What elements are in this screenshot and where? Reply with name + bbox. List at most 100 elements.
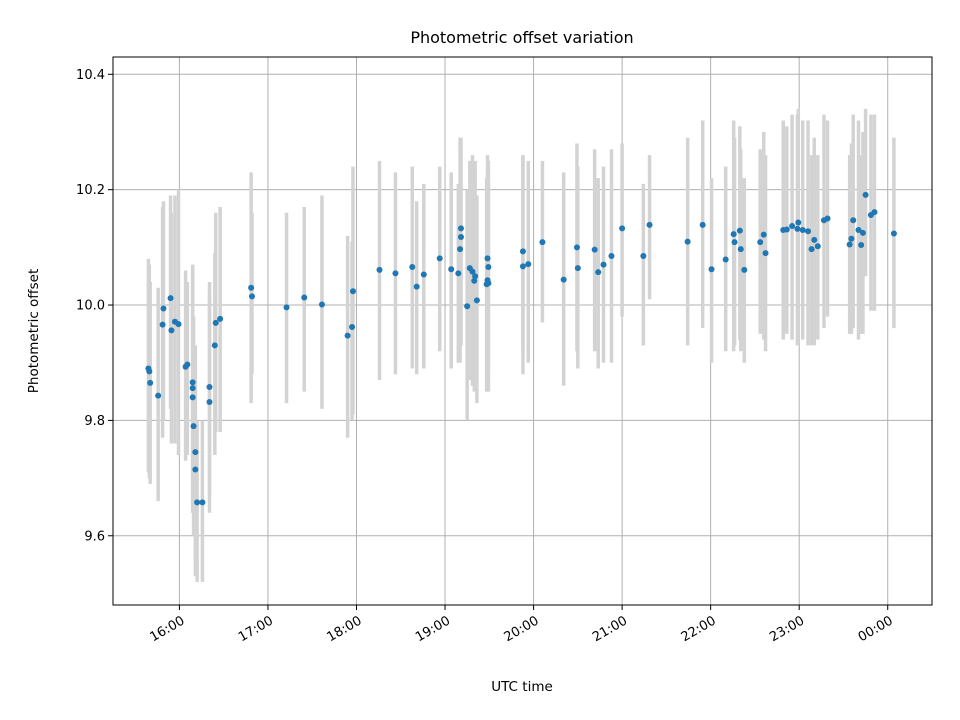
- data-point: [808, 246, 815, 253]
- data-point: [471, 277, 478, 284]
- data-point: [147, 379, 154, 386]
- data-point: [824, 215, 831, 222]
- data-point: [855, 227, 862, 234]
- data-point: [212, 319, 219, 326]
- data-point: [194, 499, 201, 506]
- y-tick-label: 9.6: [84, 529, 105, 544]
- data-point: [160, 305, 167, 312]
- data-point: [890, 230, 897, 237]
- data-point: [318, 301, 325, 308]
- data-point: [155, 392, 162, 399]
- y-axis-label: Photometric offset: [26, 269, 42, 393]
- data-point: [420, 271, 427, 278]
- data-point: [457, 233, 464, 240]
- data-point: [814, 243, 821, 250]
- data-point: [684, 238, 691, 245]
- data-point: [736, 227, 743, 234]
- data-point: [519, 248, 526, 255]
- y-tick-label: 10.0: [76, 299, 105, 314]
- data-point: [730, 231, 737, 238]
- data-point: [741, 266, 748, 273]
- data-point: [199, 499, 206, 506]
- data-point: [794, 225, 801, 232]
- data-point: [591, 246, 598, 253]
- data-point: [457, 225, 464, 232]
- data-point: [484, 255, 491, 262]
- data-point: [573, 244, 580, 251]
- data-point: [376, 266, 383, 273]
- data-point: [619, 225, 626, 232]
- data-point: [248, 284, 255, 291]
- data-point: [850, 217, 857, 224]
- data-point: [206, 383, 213, 390]
- data-point: [301, 294, 308, 301]
- data-point: [167, 295, 174, 302]
- data-point: [799, 227, 806, 234]
- data-point: [560, 276, 567, 283]
- data-point: [539, 239, 546, 246]
- data-point: [184, 361, 191, 368]
- data-point: [189, 379, 196, 386]
- data-point: [760, 231, 767, 238]
- data-point: [846, 241, 853, 248]
- data-point: [859, 229, 866, 236]
- y-tick-label: 10.4: [76, 68, 105, 83]
- data-point: [708, 266, 715, 273]
- data-point: [811, 236, 818, 243]
- plot-frame: [112, 56, 933, 606]
- y-tick-label: 10.2: [76, 183, 105, 198]
- data-point: [485, 280, 492, 287]
- data-point: [206, 398, 213, 405]
- data-point: [192, 449, 199, 456]
- data-point: [189, 394, 196, 401]
- data-point: [757, 239, 764, 246]
- data-point: [457, 246, 464, 253]
- data-point: [600, 261, 607, 268]
- data-point: [862, 191, 869, 198]
- data-point: [762, 250, 769, 257]
- data-point: [485, 263, 492, 270]
- data-point: [175, 321, 182, 328]
- data-point: [525, 261, 532, 268]
- point-layer: [145, 191, 897, 506]
- data-point: [805, 228, 812, 235]
- data-point: [789, 223, 796, 230]
- data-point: [595, 269, 602, 276]
- data-point: [472, 273, 479, 280]
- data-point: [640, 253, 647, 260]
- data-point: [848, 235, 855, 242]
- data-point: [344, 332, 351, 339]
- data-point: [190, 423, 197, 430]
- data-point: [436, 255, 443, 262]
- data-point: [283, 304, 290, 311]
- data-point: [392, 270, 399, 277]
- data-point: [722, 256, 729, 263]
- data-point: [189, 385, 196, 392]
- y-tick-label: 9.8: [84, 414, 105, 429]
- data-point: [783, 226, 790, 233]
- chart-title: Photometric offset variation: [410, 28, 633, 47]
- data-point: [349, 323, 356, 330]
- data-point: [349, 288, 356, 295]
- data-point: [795, 219, 802, 226]
- data-point: [608, 253, 615, 260]
- data-point: [574, 265, 581, 272]
- data-point: [217, 315, 224, 322]
- data-point: [455, 270, 462, 277]
- x-axis-label: UTC time: [491, 679, 553, 695]
- data-point: [192, 466, 199, 473]
- data-point: [168, 327, 175, 334]
- data-point: [159, 321, 166, 328]
- data-point: [211, 342, 218, 349]
- data-point: [146, 368, 153, 375]
- data-point: [646, 221, 653, 228]
- data-point: [731, 239, 738, 246]
- data-point: [464, 303, 471, 310]
- data-point: [737, 246, 744, 253]
- data-point: [448, 266, 455, 273]
- data-point: [858, 242, 865, 249]
- data-point: [699, 221, 706, 228]
- data-point: [413, 283, 420, 290]
